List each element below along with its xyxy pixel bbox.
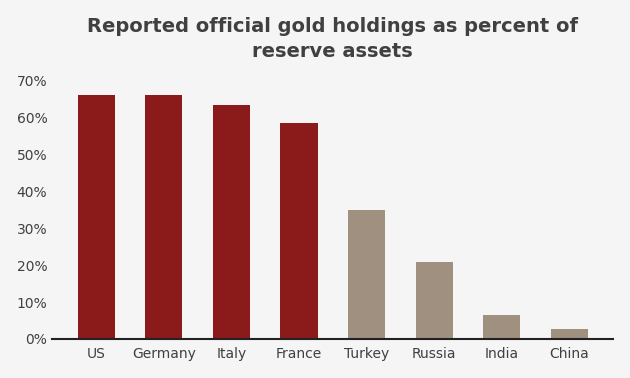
Bar — [551, 328, 588, 339]
Bar — [483, 315, 520, 339]
Bar — [213, 105, 250, 339]
Bar — [280, 123, 318, 339]
Bar — [77, 96, 115, 339]
Bar — [146, 96, 183, 339]
Bar — [416, 262, 453, 339]
Title: Reported official gold holdings as percent of
reserve assets: Reported official gold holdings as perce… — [88, 17, 578, 60]
Bar — [348, 210, 385, 339]
